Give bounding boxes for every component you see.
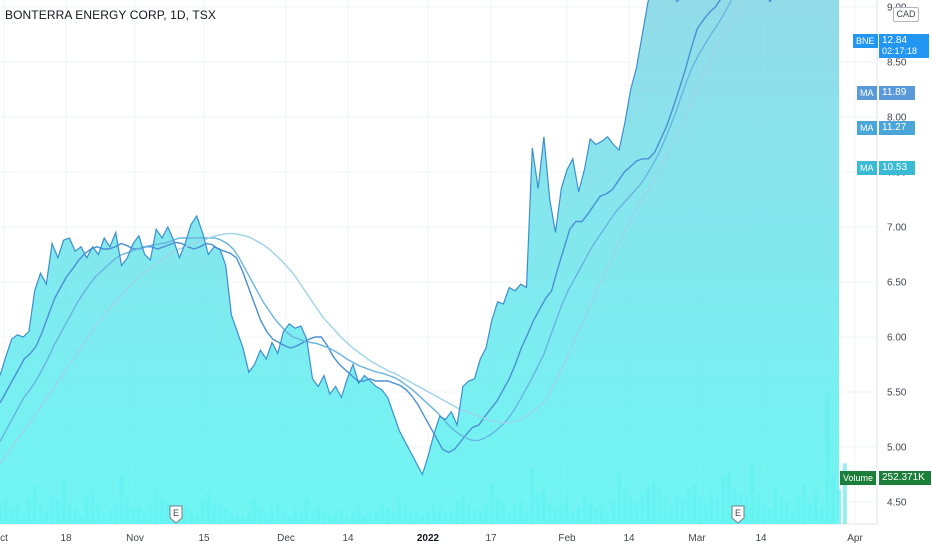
earnings-marker: E bbox=[169, 505, 183, 524]
earnings-marker-label: E bbox=[735, 508, 741, 518]
x-tick-label: 18 bbox=[60, 533, 72, 544]
y-tick-label: 4.50 bbox=[887, 498, 907, 509]
y-tick-label: 8.50 bbox=[887, 58, 907, 69]
x-tick-label: Apr bbox=[847, 533, 863, 544]
y-tick-label: 8.00 bbox=[887, 113, 907, 124]
y-tick-label: 5.00 bbox=[887, 443, 907, 454]
ma-3-value-tag: 10.53 bbox=[879, 161, 915, 175]
earnings-marker: E bbox=[731, 505, 745, 524]
ma-1-value-tag: 11.89 bbox=[879, 86, 915, 100]
y-tick-label: 7.00 bbox=[887, 223, 907, 234]
ma-line-3 bbox=[0, 0, 744, 464]
price-area bbox=[0, 0, 839, 524]
y-tick-label: 6.00 bbox=[887, 333, 907, 344]
countdown-value: 02:17:18 bbox=[882, 46, 918, 56]
x-tick-label: ct bbox=[0, 533, 8, 544]
last-price-tag: 12.84 02:17:18 bbox=[879, 34, 929, 58]
x-tick-label: Dec bbox=[277, 533, 295, 544]
x-tick-label: 14 bbox=[623, 533, 635, 544]
chart-title: BONTERRA ENERGY CORP, 1D, TSX bbox=[5, 8, 216, 22]
x-tick-label: 2022 bbox=[417, 533, 440, 544]
ma-3-tag-name: MA bbox=[857, 161, 877, 175]
x-tick-label: 14 bbox=[342, 533, 354, 544]
x-tick-label: 15 bbox=[198, 533, 210, 544]
volume-value-tag: 252.371K bbox=[879, 471, 931, 485]
last-price-value: 12.84 bbox=[882, 35, 908, 46]
ma-2-tag-name: MA bbox=[857, 121, 877, 135]
currency-button[interactable]: CAD bbox=[893, 7, 919, 22]
x-tick-label: 17 bbox=[485, 533, 497, 544]
volume-bar bbox=[842, 463, 847, 524]
moving-average-lines bbox=[0, 0, 744, 464]
x-tick-label: 14 bbox=[755, 533, 767, 544]
y-tick-label: 5.50 bbox=[887, 388, 907, 399]
earnings-marker-label: E bbox=[173, 508, 179, 518]
ma-line-2 bbox=[0, 0, 733, 442]
x-tick-label: Mar bbox=[688, 533, 706, 544]
y-tick-label: 6.50 bbox=[887, 278, 907, 289]
price-line bbox=[0, 0, 773, 477]
x-tick-label: Feb bbox=[558, 533, 576, 544]
ma-2-value-tag: 11.27 bbox=[879, 121, 915, 135]
volume-label-tag: Volume bbox=[840, 471, 877, 485]
ma-1-tag-name: MA bbox=[857, 86, 877, 100]
x-tick-label: Nov bbox=[126, 533, 144, 544]
symbol-tag: BNE bbox=[853, 34, 878, 48]
price-axis: 4.505.005.506.006.507.007.508.008.509.00… bbox=[887, 3, 907, 509]
time-axis: ct 18 Nov 15 Dec 14 2022 17 Feb 14 Mar 14 Apr bbox=[0, 533, 863, 544]
